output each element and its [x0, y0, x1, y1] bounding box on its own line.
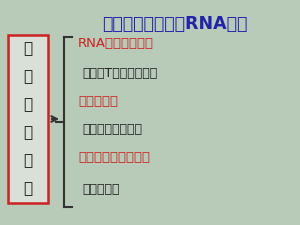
- Text: 人类嗜T淋巴细胞病毒: 人类嗜T淋巴细胞病毒: [82, 67, 157, 80]
- Text: 转: 转: [23, 70, 33, 85]
- Text: 泡沫反转录病毒亚科: 泡沫反转录病毒亚科: [78, 151, 150, 164]
- Text: 人类免疫缺陷病毒: 人类免疫缺陷病毒: [82, 123, 142, 136]
- Text: 毒: 毒: [23, 153, 33, 169]
- FancyBboxPatch shape: [8, 35, 48, 203]
- Text: 人泡沫病毒: 人泡沫病毒: [82, 183, 119, 196]
- Text: 慢病毒亚科: 慢病毒亚科: [78, 95, 118, 108]
- Text: 一组含逆转录酶的RNA病毒: 一组含逆转录酶的RNA病毒: [102, 15, 248, 33]
- Text: 病: 病: [23, 126, 33, 140]
- Text: 录: 录: [23, 97, 33, 112]
- Text: 反: 反: [23, 41, 33, 56]
- Text: RNA肿瘤病毒亚科: RNA肿瘤病毒亚科: [78, 37, 154, 50]
- Text: 科: 科: [23, 182, 33, 196]
